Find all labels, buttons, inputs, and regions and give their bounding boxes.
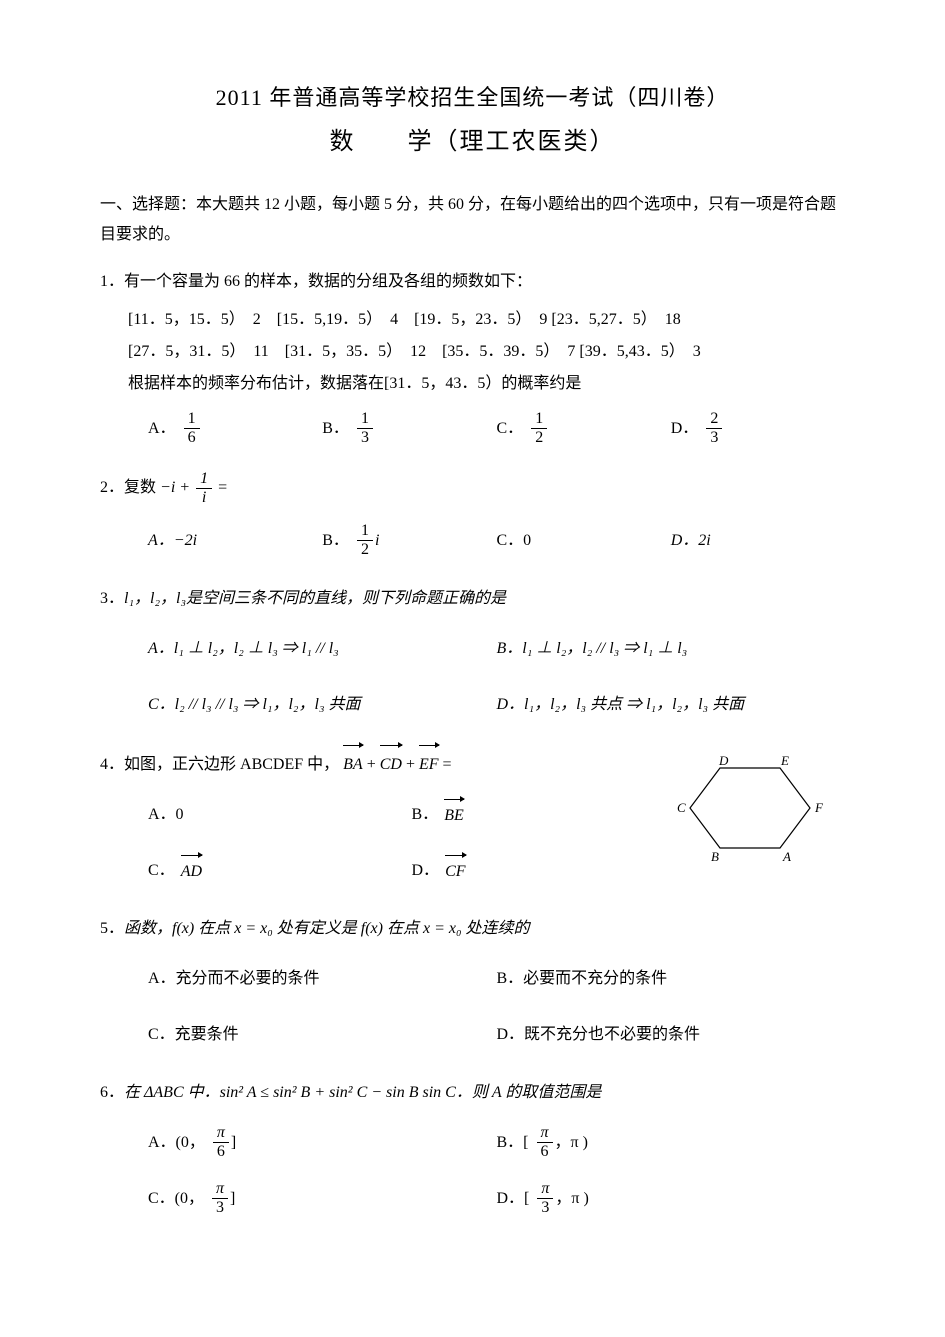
expr: −i + bbox=[160, 479, 190, 496]
problem-number: 2． bbox=[100, 479, 124, 496]
vertex-label: B bbox=[711, 849, 719, 864]
problem-number: 6． bbox=[100, 1084, 124, 1101]
problem-stem: 函数，f(x) 在点 x = x₀ 处有定义是 f(x) 在点 x = x₀ 处… bbox=[124, 920, 530, 937]
exam-subject: 数 学（理工农医类） bbox=[100, 123, 845, 161]
option-d: D． 23 bbox=[671, 400, 845, 456]
option-d: D．[ π3 ，π ) bbox=[497, 1171, 846, 1227]
option-c: C．l₂ // l₃ // l₃ ⇒ l₁，l₂，l₃ 共面 bbox=[148, 677, 497, 733]
option-b: B．[ π6 ，π ) bbox=[497, 1115, 846, 1171]
problem-stem: l₁，l₂，l₃是空间三条不同的直线，则下列命题正确的是 bbox=[124, 590, 506, 607]
problem-stem: 有一个容量为 66 的样本，数据的分组及各组的频数如下： bbox=[124, 273, 532, 290]
option-b: B． 13 bbox=[322, 400, 496, 456]
problem-stem: 在 ΔABC 中．sin² A ≤ sin² B + sin² C − sin … bbox=[124, 1084, 601, 1101]
problem-4: 4．如图，正六边形 ABCDEF 中， BA + CD + EF = A．0 B… bbox=[100, 747, 845, 899]
data-row: [27．5，31．5） 11 [31．5，35．5） 12 [35．5．39．5… bbox=[128, 336, 845, 368]
vector: EF bbox=[419, 747, 439, 781]
problem-5: 5．函数，f(x) 在点 x = x₀ 处有定义是 f(x) 在点 x = x₀… bbox=[100, 913, 845, 1063]
option-a: A．0 bbox=[148, 787, 412, 843]
vertex-label: E bbox=[780, 753, 789, 768]
vertex-label: C bbox=[677, 800, 686, 815]
stem-pre: 复数 bbox=[124, 479, 156, 496]
option-b: B． 12 i bbox=[322, 513, 496, 569]
vector: CD bbox=[380, 747, 402, 781]
problem-stem-2: 根据样本的频率分布估计，数据落在[31．5，43．5）的概率约是 bbox=[128, 368, 845, 400]
option-c: C． AD bbox=[148, 843, 412, 899]
stem-post: = bbox=[443, 756, 452, 773]
option-c: C．0 bbox=[497, 513, 671, 569]
section-instructions: 一、选择题：本大题共 12 小题，每小题 5 分，共 60 分，在每小题给出的四… bbox=[100, 190, 845, 251]
vector: BA bbox=[343, 747, 363, 781]
vertex-label: D bbox=[718, 753, 729, 768]
exam-title: 2011 年普通高等学校招生全国统一考试（四川卷） bbox=[100, 80, 845, 115]
option-d: D．2i bbox=[671, 513, 845, 569]
problem-number: 3． bbox=[100, 590, 124, 607]
stem-pre: 如图，正六边形 ABCDEF 中， bbox=[124, 756, 339, 773]
problem-6: 6．在 ΔABC 中．sin² A ≤ sin² B + sin² C − si… bbox=[100, 1077, 845, 1227]
hexagon-figure: D E F A B C bbox=[675, 747, 845, 899]
vertex-label: F bbox=[814, 800, 824, 815]
stem-post: = bbox=[218, 479, 227, 496]
option-a: A．(0， π6 ] bbox=[148, 1115, 497, 1171]
option-c: C． 12 bbox=[497, 400, 671, 456]
option-d: D．既不充分也不必要的条件 bbox=[497, 1007, 846, 1063]
option-d: D．l₁，l₂，l₃ 共点 ⇒ l₁，l₂，l₃ 共面 bbox=[497, 677, 846, 733]
option-a: A．充分而不必要的条件 bbox=[148, 951, 497, 1007]
option-a: A．−2i bbox=[148, 513, 322, 569]
option-a: A． 16 bbox=[148, 400, 322, 456]
option-d: D． CF bbox=[412, 843, 676, 899]
option-a: A．l₁ ⊥ l₂，l₂ ⊥ l₃ ⇒ l₁ // l₃ bbox=[148, 621, 497, 677]
problem-number: 1． bbox=[100, 273, 124, 290]
option-b: B．必要而不充分的条件 bbox=[497, 951, 846, 1007]
problem-1: 1．有一个容量为 66 的样本，数据的分组及各组的频数如下： [11．5，15．… bbox=[100, 266, 845, 456]
hexagon-shape bbox=[690, 768, 810, 848]
option-c: C．充要条件 bbox=[148, 1007, 497, 1063]
problem-3: 3．l₁，l₂，l₃是空间三条不同的直线，则下列命题正确的是 A．l₁ ⊥ l₂… bbox=[100, 583, 845, 733]
option-b: B．l₁ ⊥ l₂，l₂ // l₃ ⇒ l₁ ⊥ l₃ bbox=[497, 621, 846, 677]
vertex-label: A bbox=[782, 849, 791, 864]
problem-number: 5． bbox=[100, 920, 124, 937]
data-row: [11．5，15．5） 2 [15．5,19．5） 4 [19．5，23．5） … bbox=[128, 304, 845, 336]
problem-2: 2．复数 −i + 1i = A．−2i B． 12 i C．0 D．2i bbox=[100, 470, 845, 568]
option-c: C．(0， π3 ] bbox=[148, 1171, 497, 1227]
option-b: B． BE bbox=[412, 787, 676, 843]
problem-number: 4． bbox=[100, 756, 124, 773]
